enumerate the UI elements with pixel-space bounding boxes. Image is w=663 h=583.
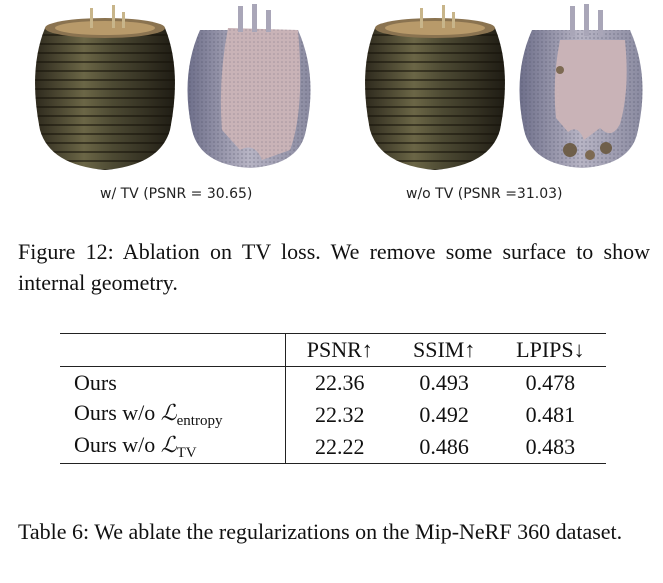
lpips-cell: 0.478: [525, 370, 576, 395]
table-header-row: PSNR↑ SSIM↑ LPIPS↓: [60, 333, 606, 367]
loss-symbol: ℒ: [160, 433, 177, 458]
ssim-cell: 0.486: [419, 434, 469, 459]
textured-vase-render-1: [35, 5, 175, 170]
method-cell: Ours: [60, 366, 286, 399]
textured-vase-render-2: [365, 5, 505, 170]
table-row: Ours w/o ℒTV 22.22 0.486 0.483: [60, 431, 606, 464]
panel-caption-with-tv: w/ TV (PSNR = 30.65): [100, 186, 253, 202]
figure-caption: Figure 12: Ablation on TV loss. We remov…: [18, 239, 650, 295]
loss-subscript: entropy: [176, 413, 223, 429]
psnr-cell: 22.22: [315, 434, 365, 459]
panel-caption-without-tv: w/o TV (PSNR =31.03): [406, 186, 563, 202]
header-lpips: LPIPS↓: [516, 337, 585, 362]
table-caption: Table 6: We ablate the regularizations o…: [18, 519, 623, 544]
psnr-cell: 22.36: [315, 370, 365, 395]
figure-12-images: [0, 0, 663, 185]
method-label: Ours: [74, 370, 117, 395]
lpips-cell: 0.483: [525, 434, 576, 459]
mesh-vase-render-2: [519, 4, 643, 168]
psnr-cell: 22.32: [315, 402, 365, 427]
ssim-cell: 0.492: [419, 402, 469, 427]
ssim-cell: 0.493: [419, 370, 469, 395]
loss-subscript: TV: [176, 445, 197, 461]
loss-symbol: ℒ: [160, 401, 177, 426]
header-method: [60, 333, 286, 367]
lpips-cell: 0.481: [525, 402, 576, 427]
table-row: Ours 22.36 0.493 0.478: [60, 366, 606, 399]
mesh-vase-render-1: [187, 4, 311, 168]
table-row: Ours w/o ℒentropy 22.32 0.492 0.481: [60, 399, 606, 431]
header-psnr: PSNR↑: [306, 337, 373, 362]
ablation-table: PSNR↑ SSIM↑ LPIPS↓ Ours 22.36 0.493 0.47…: [60, 333, 606, 464]
method-cell: Ours w/o ℒentropy: [60, 399, 286, 431]
method-cell: Ours w/o ℒTV: [60, 431, 286, 464]
header-ssim: SSIM↑: [412, 337, 476, 362]
method-label: Ours w/o: [74, 432, 161, 457]
method-label: Ours w/o: [74, 400, 161, 425]
